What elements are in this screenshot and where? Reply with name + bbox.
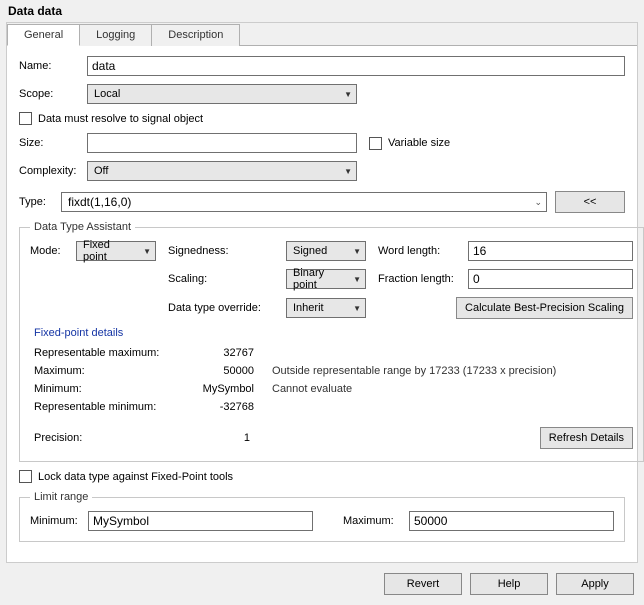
size-input[interactable] <box>87 133 357 153</box>
fp-details-grid: Representable maximum: 32767 Maximum: 50… <box>34 347 633 413</box>
name-label: Name: <box>19 60 87 72</box>
rep-max-value: 32767 <box>188 347 268 359</box>
complexity-select[interactable]: Off ▼ <box>87 161 357 181</box>
scope-value: Local <box>94 88 120 100</box>
dto-value: Inherit <box>293 302 324 314</box>
type-value: fixdt(1,16,0) <box>68 195 131 209</box>
size-label: Size: <box>19 137 87 149</box>
resolve-label: Data must resolve to signal object <box>38 113 203 125</box>
window-title: Data data <box>8 4 638 18</box>
dto-select[interactable]: Inherit ▼ <box>286 298 366 318</box>
signedness-select[interactable]: Signed ▼ <box>286 241 366 261</box>
dta-fieldset: Data Type Assistant Mode: Fixed point ▼ … <box>19 221 644 462</box>
chevron-down-icon: ⌄ <box>534 197 542 208</box>
help-button[interactable]: Help <box>470 573 548 595</box>
wordlen-label: Word length: <box>378 245 460 257</box>
mode-label: Mode: <box>30 245 68 257</box>
max-label: Maximum: <box>34 365 184 377</box>
scope-select[interactable]: Local ▼ <box>87 84 357 104</box>
tab-body-general: Name: Scope: Local ▼ Data must resolve t… <box>7 46 637 562</box>
checkbox-box <box>369 137 382 150</box>
chevron-down-icon: ▼ <box>344 167 352 176</box>
type-label: Type: <box>19 196 61 208</box>
rep-max-label: Representable maximum: <box>34 347 184 359</box>
fp-details-heading: Fixed-point details <box>34 327 633 339</box>
fraclen-input[interactable] <box>468 269 633 289</box>
calc-scaling-button[interactable]: Calculate Best-Precision Scaling <box>456 297 633 319</box>
fraclen-label: Fraction length: <box>378 273 460 285</box>
tab-description[interactable]: Description <box>151 24 240 46</box>
footer-buttons: Revert Help Apply <box>6 563 638 599</box>
varsize-label: Variable size <box>388 137 450 149</box>
lock-checkbox[interactable]: Lock data type against Fixed-Point tools <box>19 470 233 483</box>
chevron-down-icon: ▼ <box>353 275 361 284</box>
scaling-value: Binary point <box>293 267 345 291</box>
checkbox-box <box>19 112 32 125</box>
lr-max-input[interactable] <box>409 511 614 531</box>
tab-strip: General Logging Description <box>7 23 637 46</box>
scaling-select[interactable]: Binary point ▼ <box>286 269 366 289</box>
resolve-checkbox[interactable]: Data must resolve to signal object <box>19 112 203 125</box>
chevron-down-icon: ▼ <box>143 247 151 256</box>
max-note: Outside representable range by 17233 (17… <box>272 365 633 377</box>
wordlen-input[interactable] <box>468 241 633 261</box>
refresh-details-button[interactable]: Refresh Details <box>540 427 633 449</box>
precision-value: 1 <box>184 432 264 444</box>
min-value: MySymbol <box>188 383 268 395</box>
apply-button[interactable]: Apply <box>556 573 634 595</box>
dto-label: Data type override: <box>168 302 278 314</box>
precision-label: Precision: <box>34 432 184 444</box>
scope-label: Scope: <box>19 88 87 100</box>
revert-button[interactable]: Revert <box>384 573 462 595</box>
min-note: Cannot evaluate <box>272 383 633 395</box>
signedness-label: Signedness: <box>168 245 278 257</box>
varsize-checkbox[interactable]: Variable size <box>369 137 450 150</box>
checkbox-box <box>19 470 32 483</box>
rep-min-value: -32768 <box>188 401 268 413</box>
max-value: 50000 <box>188 365 268 377</box>
dta-legend: Data Type Assistant <box>30 221 135 233</box>
signedness-value: Signed <box>293 245 327 257</box>
name-input[interactable] <box>87 56 625 76</box>
lr-min-label: Minimum: <box>30 515 88 527</box>
main-panel: General Logging Description Name: Scope:… <box>6 22 638 563</box>
mode-select[interactable]: Fixed point ▼ <box>76 241 156 261</box>
chevron-down-icon: ▼ <box>353 247 361 256</box>
chevron-down-icon: ▼ <box>344 90 352 99</box>
chevron-down-icon: ▼ <box>353 304 361 313</box>
complexity-label: Complexity: <box>19 165 87 177</box>
tab-logging[interactable]: Logging <box>79 24 152 46</box>
scaling-label: Scaling: <box>168 273 278 285</box>
collapse-button[interactable]: << <box>555 191 625 213</box>
dialog-window: Data data General Logging Description Na… <box>0 0 644 605</box>
limit-range-legend: Limit range <box>30 491 92 503</box>
tab-general[interactable]: General <box>7 24 80 46</box>
lr-max-label: Maximum: <box>343 515 409 527</box>
lock-label: Lock data type against Fixed-Point tools <box>38 471 233 483</box>
limit-range-fieldset: Limit range Minimum: Maximum: <box>19 491 625 542</box>
rep-min-label: Representable minimum: <box>34 401 184 413</box>
min-label: Minimum: <box>34 383 184 395</box>
lr-min-input[interactable] <box>88 511 313 531</box>
mode-value: Fixed point <box>83 239 135 263</box>
complexity-value: Off <box>94 165 108 177</box>
type-combo[interactable]: fixdt(1,16,0) ⌄ <box>61 192 547 212</box>
